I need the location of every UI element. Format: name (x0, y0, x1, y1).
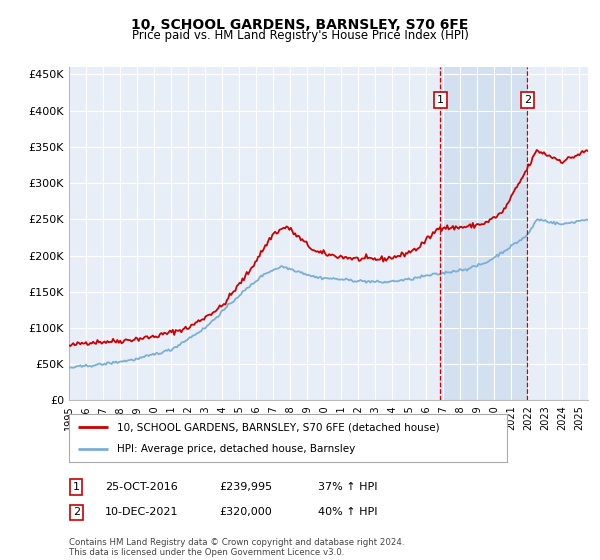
Text: 10, SCHOOL GARDENS, BARNSLEY, S70 6FE (detached house): 10, SCHOOL GARDENS, BARNSLEY, S70 6FE (d… (117, 422, 440, 432)
Text: 1: 1 (73, 482, 80, 492)
Text: £239,995: £239,995 (219, 482, 272, 492)
Text: 40% ↑ HPI: 40% ↑ HPI (318, 507, 377, 517)
Text: £320,000: £320,000 (219, 507, 272, 517)
Text: Contains HM Land Registry data © Crown copyright and database right 2024.
This d: Contains HM Land Registry data © Crown c… (69, 538, 404, 557)
Text: 1: 1 (437, 95, 444, 105)
Text: 2: 2 (73, 507, 80, 517)
Text: 37% ↑ HPI: 37% ↑ HPI (318, 482, 377, 492)
Text: 25-OCT-2016: 25-OCT-2016 (105, 482, 178, 492)
Text: HPI: Average price, detached house, Barnsley: HPI: Average price, detached house, Barn… (117, 444, 355, 454)
Text: 10, SCHOOL GARDENS, BARNSLEY, S70 6FE: 10, SCHOOL GARDENS, BARNSLEY, S70 6FE (131, 18, 469, 32)
Bar (440, 67, 527, 400)
Text: Price paid vs. HM Land Registry's House Price Index (HPI): Price paid vs. HM Land Registry's House … (131, 29, 469, 42)
Text: 10-DEC-2021: 10-DEC-2021 (105, 507, 179, 517)
Text: 2: 2 (524, 95, 531, 105)
